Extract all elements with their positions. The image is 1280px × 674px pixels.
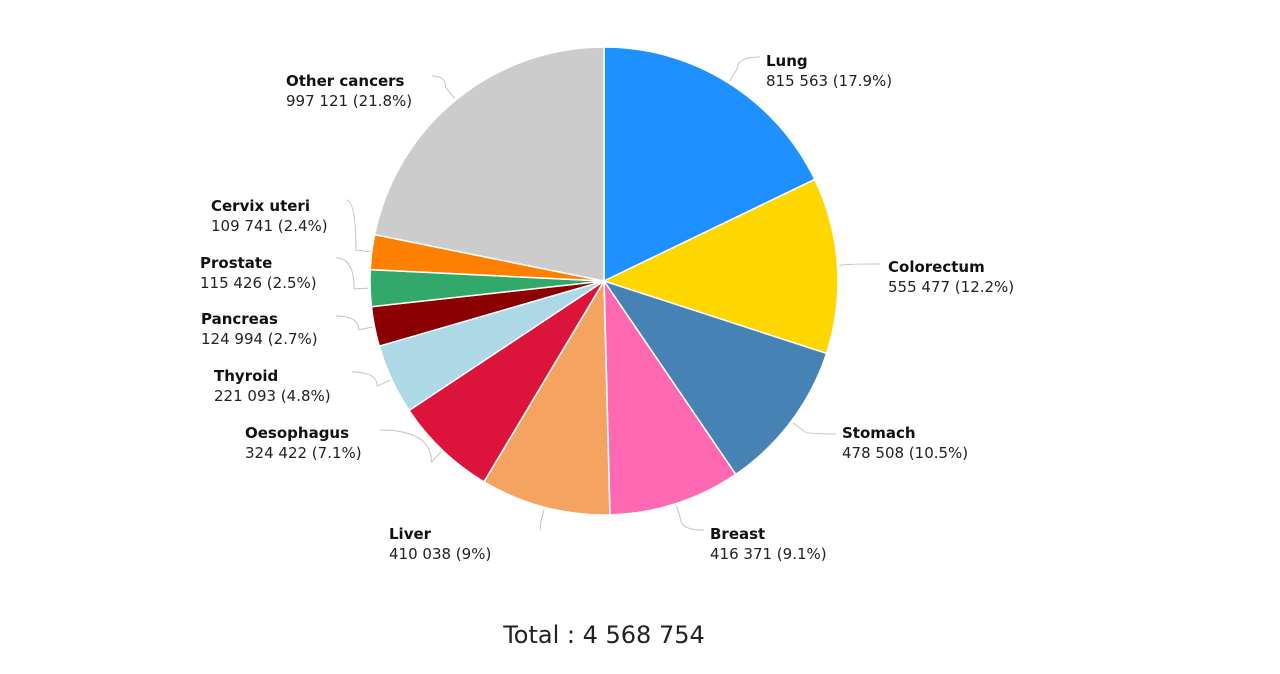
connector-stomach [792, 422, 837, 435]
slice-colorectum [601, 178, 839, 355]
connector-prostate [335, 257, 369, 290]
slice-liver [482, 278, 611, 516]
label-value-colorectum: 555 477 (12.2%) [888, 278, 1014, 296]
label-name-lung: Lung [766, 52, 808, 70]
label-value-pancreas: 124 994 (2.7%) [201, 330, 318, 348]
connector-pancreas [335, 315, 373, 331]
slice-breast [603, 278, 737, 516]
label-value-prostate: 115 426 (2.5%) [200, 274, 317, 292]
connector-thyroid [351, 371, 391, 387]
label-value-lung: 815 563 (17.9%) [766, 72, 892, 90]
connector-breast [675, 505, 705, 531]
label-value-thyroid: 221 093 (4.8%) [214, 387, 331, 405]
label-name-other-cancers: Other cancers [286, 72, 405, 90]
label-value-oesophagus: 324 422 (7.1%) [245, 444, 362, 462]
label-connectors [335, 56, 881, 531]
label-name-breast: Breast [710, 525, 765, 543]
connector-cervix-uteri [345, 199, 370, 253]
label-value-cervix-uteri: 109 741 (2.4%) [211, 217, 328, 235]
label-name-prostate: Prostate [200, 254, 272, 272]
label-value-stomach: 478 508 (10.5%) [842, 444, 968, 462]
label-name-cervix-uteri: Cervix uteri [211, 197, 310, 215]
connector-oesophagus [379, 429, 442, 464]
label-name-colorectum: Colorectum [888, 258, 985, 276]
slice-labels: Lung 815 563 (17.9%) Colorectum 555 477 (12… [200, 52, 1014, 563]
total-label: Total : 4 568 754 [502, 621, 705, 649]
pie-slices [369, 46, 839, 516]
connector-lung [729, 56, 761, 82]
label-name-stomach: Stomach [842, 424, 916, 442]
connector-colorectum [839, 263, 881, 266]
slice-stomach [602, 279, 828, 476]
slice-other-cancers [373, 46, 605, 282]
label-name-thyroid: Thyroid [214, 367, 278, 385]
label-name-pancreas: Pancreas [201, 310, 278, 328]
label-value-liver: 410 038 (9%) [389, 545, 491, 563]
label-value-other-cancers: 997 121 (21.8%) [286, 92, 412, 110]
slice-oesophagus [408, 280, 605, 483]
connector-liver [539, 509, 545, 531]
connector-other-cancers [431, 75, 455, 99]
label-value-breast: 416 371 (9.1%) [710, 545, 827, 563]
label-name-oesophagus: Oesophagus [245, 424, 349, 442]
label-name-liver: Liver [389, 525, 432, 543]
slice-lung [603, 46, 816, 283]
